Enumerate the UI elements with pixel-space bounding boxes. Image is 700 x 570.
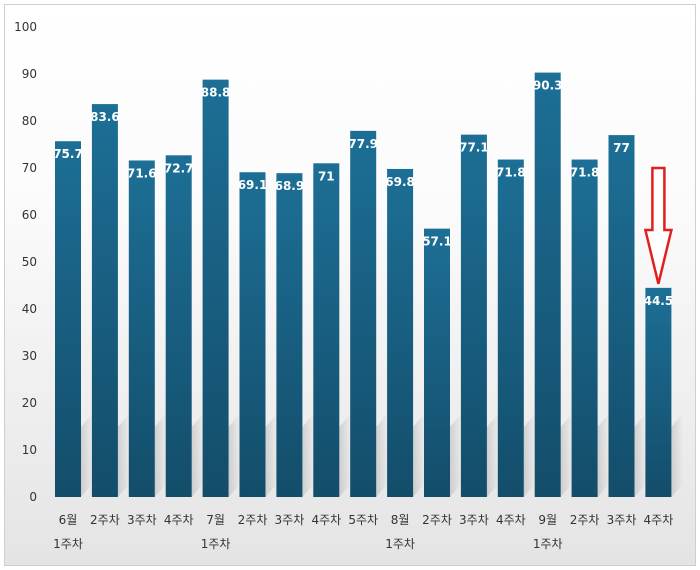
- data-label: 75.7: [53, 147, 83, 161]
- bar-shadow: [154, 413, 167, 497]
- x-tick-label: 3주차: [459, 513, 489, 527]
- bar-shadow: [228, 413, 241, 497]
- bar-shadow: [339, 413, 352, 497]
- x-tick-label: 2주차: [422, 513, 452, 527]
- bar-shadow: [450, 413, 462, 497]
- bar: [91, 104, 118, 497]
- bar: [202, 79, 229, 497]
- annotation: [643, 166, 673, 285]
- bar: [55, 141, 81, 497]
- x-tick-label: 1주차: [201, 537, 231, 551]
- bar: [534, 72, 561, 497]
- bar: [128, 160, 155, 498]
- bar-shadow: [523, 413, 536, 497]
- x-tick-label: 7월: [206, 513, 225, 527]
- data-label: 71.6: [127, 166, 157, 180]
- bar: [239, 172, 266, 498]
- bars: [55, 72, 672, 498]
- x-axis: 6월 1주차 2주차 3주차 4주차 7월 1주차 2주차 3주차 4주차 5주차 8월 1주차 2주차 3…: [53, 513, 673, 551]
- bar-shadow: [597, 413, 610, 497]
- x-tick-label: 2주차: [570, 513, 600, 527]
- y-tick-label: 60: [22, 208, 37, 222]
- y-tick-label: 30: [22, 349, 37, 363]
- y-tick-label: 70: [22, 161, 37, 175]
- bar: [350, 130, 377, 497]
- y-tick-label: 90: [22, 67, 37, 81]
- bar: [460, 134, 487, 497]
- y-tick-label: 100: [14, 20, 37, 34]
- x-tick-label: 5주차: [348, 513, 378, 527]
- x-tick-label: 4주차: [311, 513, 341, 527]
- bar-shadow: [413, 413, 426, 497]
- data-label: 90.3: [533, 79, 563, 93]
- data-label: 69.1: [238, 178, 268, 192]
- x-tick-label: 4주차: [496, 513, 526, 527]
- x-tick-label: 9월: [538, 513, 557, 527]
- y-tick-label: 80: [22, 114, 37, 128]
- data-labels: 75.7 83.6 71.6 72.7 88.8 69.1 68.9 71 77.9 69.8 57…: [53, 79, 673, 308]
- x-tick-label: 2주차: [238, 513, 268, 527]
- x-tick-label: 2주차: [90, 513, 120, 527]
- bar: [645, 287, 672, 497]
- data-label: 72.7: [164, 161, 194, 175]
- bar-shadow: [191, 413, 204, 497]
- bar: [424, 228, 450, 497]
- data-label: 68.9: [275, 179, 305, 193]
- x-tick-label: 3주차: [607, 513, 637, 527]
- data-label: 71: [318, 169, 335, 183]
- x-tick-label: 4주차: [644, 513, 674, 527]
- bar-shadow: [486, 413, 499, 497]
- bar-shadow: [376, 413, 389, 497]
- x-tick-label: 1주차: [53, 537, 83, 551]
- x-tick-label: 6월: [59, 513, 78, 527]
- down-arrow-icon: [643, 166, 673, 285]
- x-tick-label: 1주차: [533, 537, 563, 551]
- bar-shadows: [81, 413, 684, 497]
- bar: [313, 163, 340, 498]
- bar-shadow: [671, 413, 684, 497]
- bar: [165, 155, 192, 497]
- bar-shadow: [634, 413, 647, 497]
- bar-shadow: [302, 413, 315, 497]
- data-label: 77: [613, 141, 630, 155]
- data-label: 71.8: [496, 166, 526, 180]
- x-tick-label: 4주차: [164, 513, 194, 527]
- bar-shadow: [560, 413, 573, 497]
- data-label: 83.6: [90, 110, 120, 124]
- bar-shadow: [117, 413, 130, 497]
- x-tick-label: 3주차: [127, 513, 157, 527]
- y-tick-label: 0: [29, 490, 37, 504]
- bar: [571, 159, 598, 498]
- y-tick-label: 40: [22, 302, 37, 316]
- bar: [608, 135, 635, 497]
- data-label: 44.5: [644, 294, 674, 308]
- bar: [497, 159, 524, 498]
- bar: [387, 168, 414, 497]
- y-tick-label: 20: [22, 396, 37, 410]
- data-label: 88.8: [201, 86, 231, 100]
- data-label: 77.1: [459, 141, 489, 155]
- y-tick-label: 10: [22, 443, 37, 457]
- x-tick-label: 1주차: [385, 537, 415, 551]
- data-label: 71.8: [570, 166, 600, 180]
- bar: [276, 173, 303, 498]
- y-axis: 0 10 20 30 40 50 60 70 80 90 100: [14, 20, 37, 504]
- data-label: 69.8: [385, 175, 415, 189]
- data-label: 77.9: [348, 137, 378, 151]
- bar-shadow: [81, 413, 93, 497]
- bar-shadow: [265, 413, 278, 497]
- x-tick-label: 8월: [391, 513, 410, 527]
- x-tick-label: 3주차: [275, 513, 305, 527]
- data-label: 57.1: [422, 235, 452, 249]
- y-tick-label: 50: [22, 255, 37, 269]
